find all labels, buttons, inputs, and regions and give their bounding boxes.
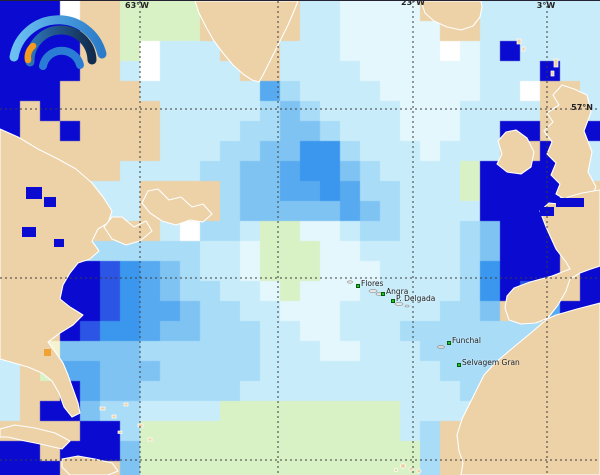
canary-island (400, 463, 406, 469)
canary-island (408, 466, 414, 472)
shetland-islands (550, 70, 555, 77)
navy-data-cell (44, 197, 56, 207)
land-great-britain (543, 84, 597, 201)
azores-island (368, 289, 378, 293)
land-nova-scotia (103, 216, 153, 246)
navy-data-cell (26, 187, 42, 199)
faroe-islands (521, 46, 526, 52)
bahamas-island (99, 406, 106, 411)
bahamas-island (123, 402, 129, 407)
azores-island (347, 280, 353, 284)
logo-middle-arc (25, 25, 97, 67)
small-islands (99, 38, 559, 474)
land-cuba (0, 424, 71, 450)
canary-island (394, 468, 398, 472)
shetland-islands (553, 58, 559, 68)
faroe-islands (516, 38, 522, 45)
orange-data-cell (44, 349, 51, 356)
azores-island (404, 304, 410, 308)
bahamas-island (117, 430, 123, 434)
land-ireland (496, 129, 535, 175)
azores-island (375, 292, 383, 296)
bahamas-island (111, 414, 117, 419)
app-logo-arcs (9, 15, 107, 70)
navy-data-cell (54, 239, 64, 247)
land-greenland (194, 1, 299, 83)
logo-inner-arc (39, 46, 84, 70)
logo-orange-arc (24, 42, 37, 64)
madeira-island (437, 345, 445, 349)
land-north-america (0, 128, 113, 418)
logo-outer-arc (9, 15, 107, 62)
land-france-iberia (504, 189, 600, 325)
land-hispaniola (61, 455, 119, 475)
azores-island (394, 302, 404, 306)
land-africa (456, 302, 600, 475)
land-iceland (420, 1, 483, 31)
canary-island (416, 468, 422, 474)
bahamas-island (147, 437, 153, 442)
navy-data-cell (22, 227, 36, 237)
navy-data-cell (556, 198, 584, 207)
land-newfoundland (141, 188, 213, 226)
